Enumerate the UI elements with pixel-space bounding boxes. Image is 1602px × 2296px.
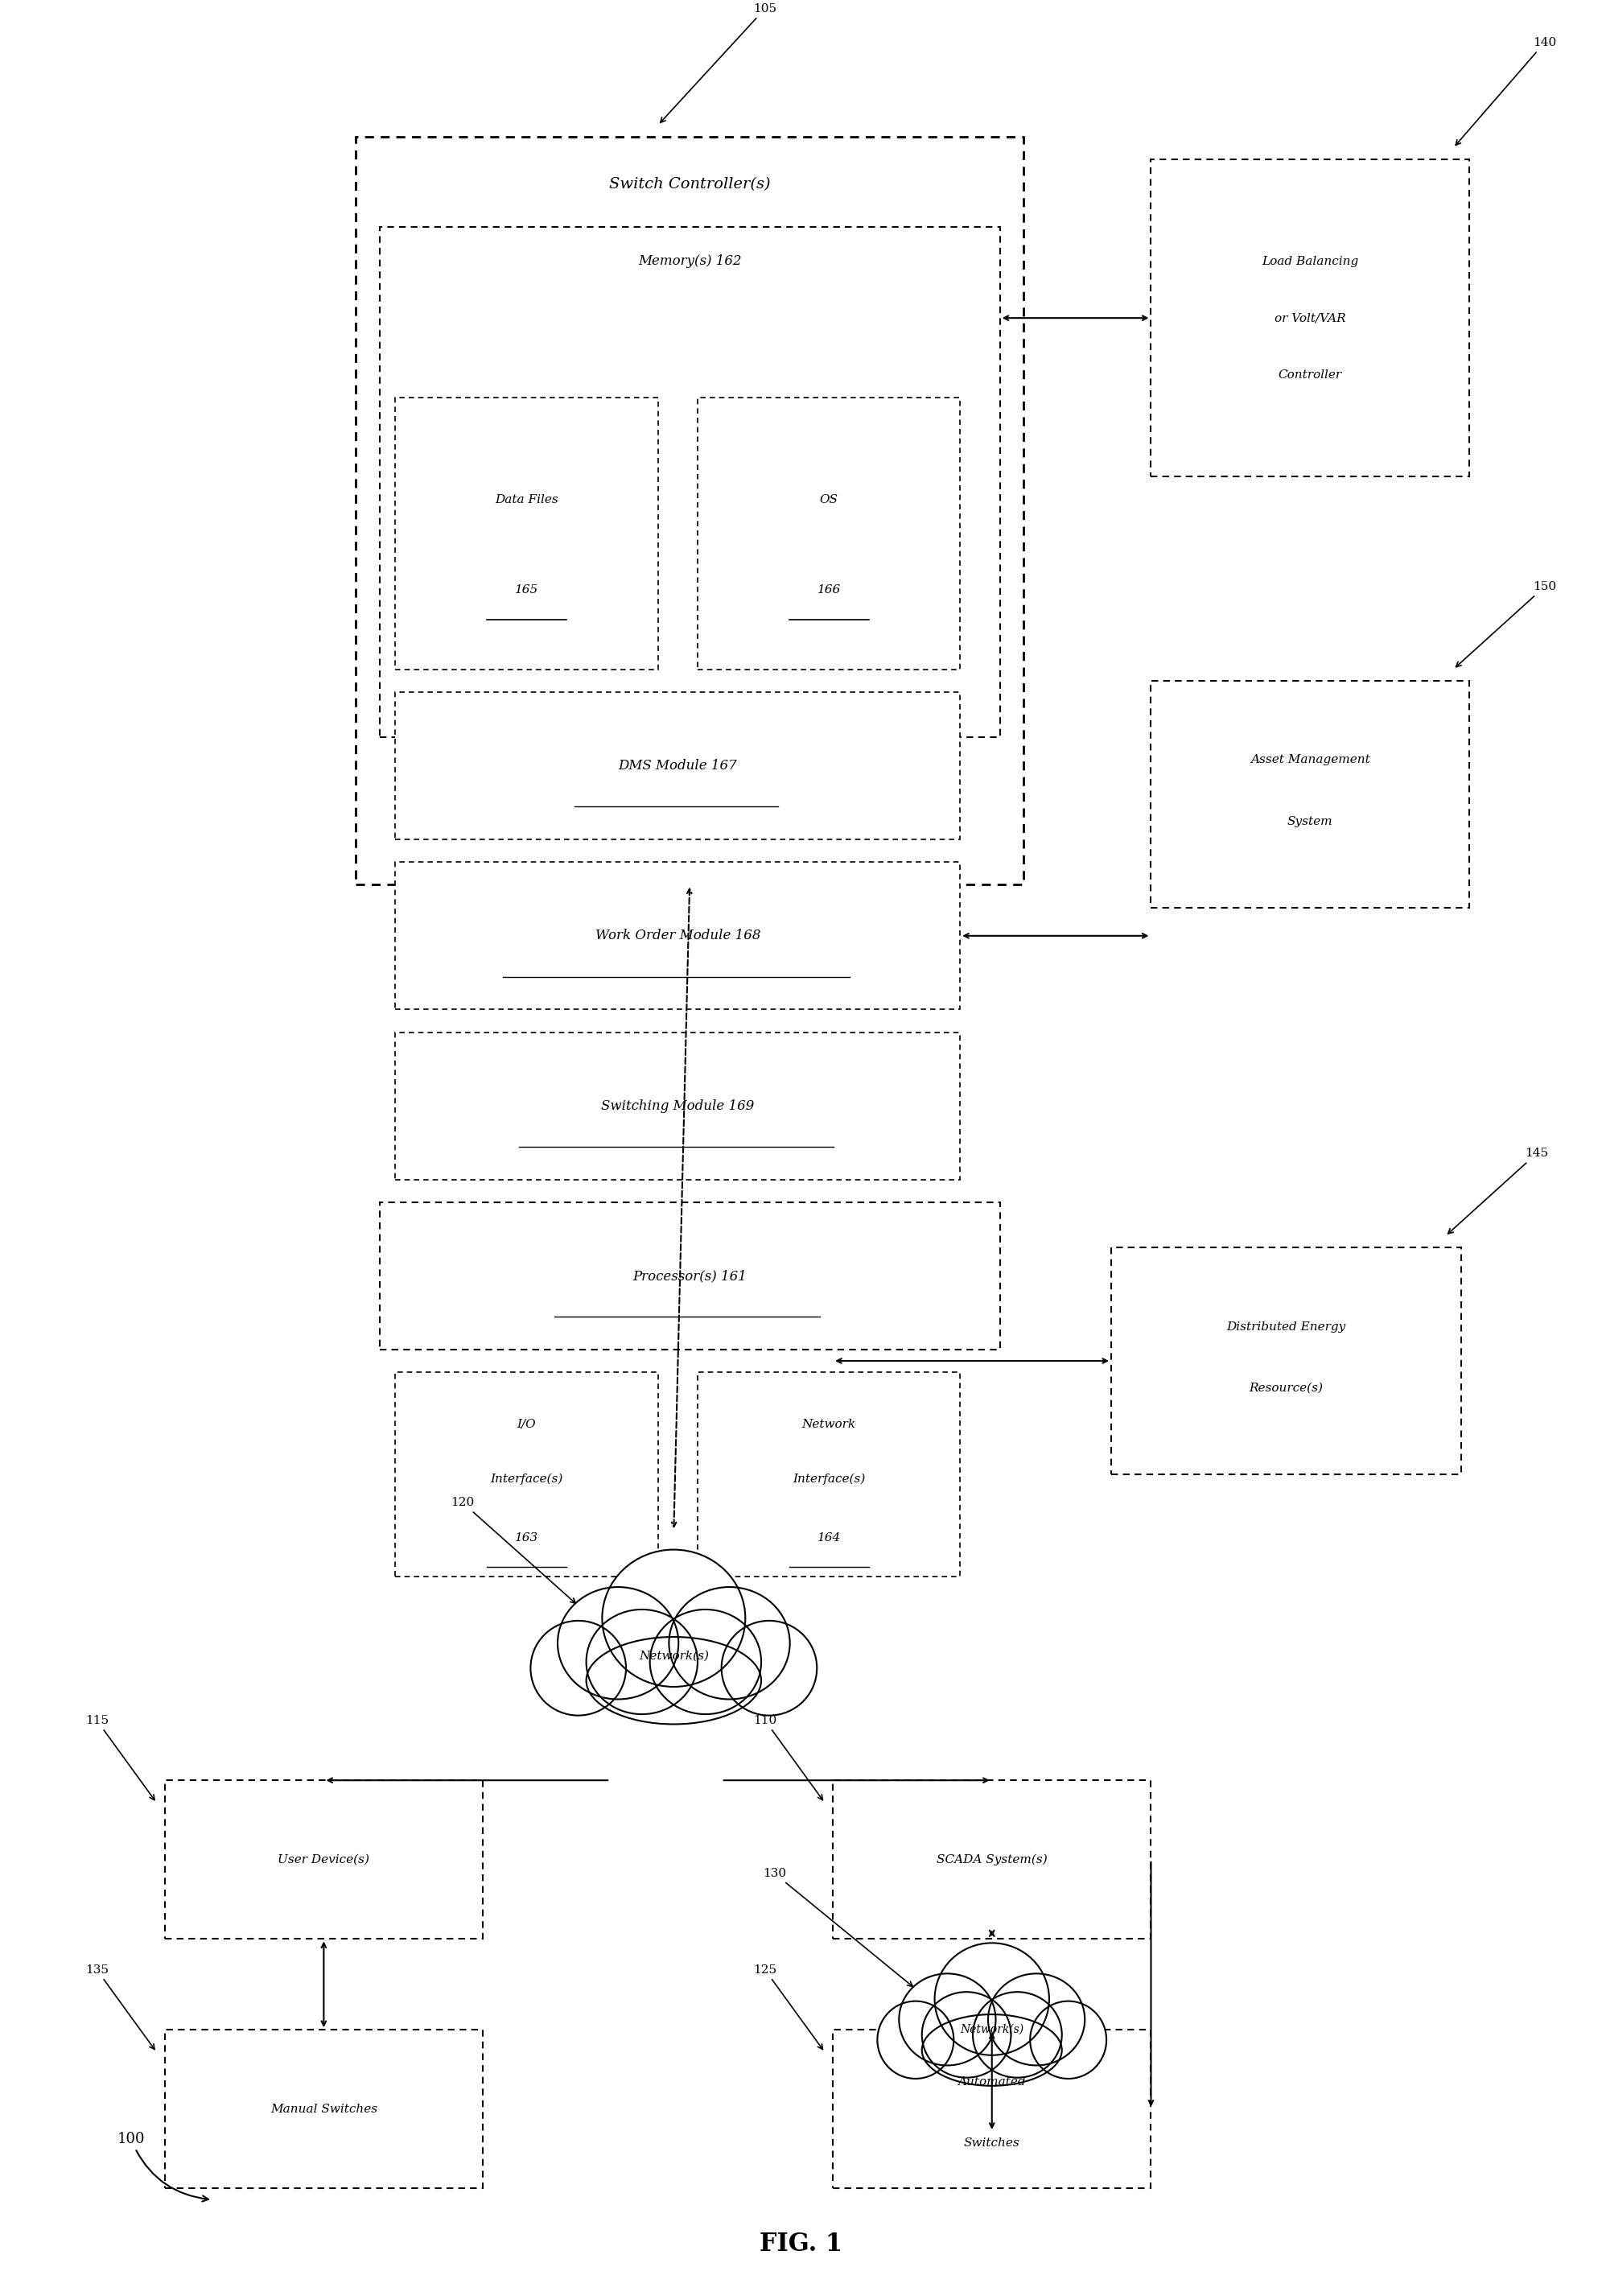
Ellipse shape [1030,2002,1107,2078]
Ellipse shape [670,1587,790,1699]
Text: 135: 135 [85,1963,154,2050]
FancyBboxPatch shape [396,1033,960,1180]
Text: OS: OS [820,494,838,505]
Text: Processor(s) 161: Processor(s) 161 [633,1270,747,1283]
FancyBboxPatch shape [1150,158,1469,478]
FancyBboxPatch shape [697,397,960,670]
Text: 163: 163 [514,1531,538,1543]
Text: Interface(s): Interface(s) [490,1474,562,1486]
Ellipse shape [602,1550,745,1688]
Ellipse shape [988,1975,1085,2066]
Text: Asset Management: Asset Management [1250,755,1370,767]
Ellipse shape [934,1942,1049,2055]
Text: or Volt/VAR: or Volt/VAR [1275,312,1346,324]
Text: Network: Network [803,1419,855,1430]
FancyBboxPatch shape [380,227,1000,737]
Ellipse shape [878,2002,953,2078]
Text: Resource(s): Resource(s) [1250,1382,1323,1394]
FancyBboxPatch shape [396,861,960,1010]
Text: 166: 166 [817,585,841,595]
FancyBboxPatch shape [380,1203,1000,1350]
Text: 150: 150 [1456,581,1556,666]
Ellipse shape [586,1637,761,1724]
Text: Distributed Energy: Distributed Energy [1227,1320,1346,1332]
Ellipse shape [972,1993,1062,2078]
Text: Memory(s) 162: Memory(s) 162 [638,255,742,269]
Ellipse shape [557,1587,679,1699]
Ellipse shape [921,2014,1062,2085]
FancyBboxPatch shape [833,2030,1150,2188]
Text: 105: 105 [660,2,777,122]
Ellipse shape [650,1609,761,1715]
Text: Automated: Automated [958,2076,1025,2087]
Text: 115: 115 [85,1715,154,1800]
FancyBboxPatch shape [396,1373,658,1577]
Text: Data Files: Data Files [495,494,557,505]
Text: Switch Controller(s): Switch Controller(s) [609,177,771,193]
Ellipse shape [721,1621,817,1715]
Text: FIG. 1: FIG. 1 [759,2232,843,2257]
Text: 120: 120 [452,1497,575,1603]
Ellipse shape [530,1621,626,1715]
Ellipse shape [899,1975,996,2066]
Text: Network(s): Network(s) [960,2025,1024,2034]
FancyBboxPatch shape [396,691,960,840]
Text: 110: 110 [753,1715,823,1800]
Text: 164: 164 [817,1531,841,1543]
Text: User Device(s): User Device(s) [277,1855,370,1864]
Text: I/O: I/O [517,1419,537,1430]
FancyBboxPatch shape [165,2030,482,2188]
FancyBboxPatch shape [396,397,658,670]
Text: 165: 165 [514,585,538,595]
Ellipse shape [921,1993,1011,2078]
Text: 100: 100 [117,2131,208,2202]
FancyBboxPatch shape [356,138,1024,884]
Text: 125: 125 [753,1963,823,2050]
Text: DMS Module 167: DMS Module 167 [618,760,737,774]
Text: 140: 140 [1456,37,1556,145]
FancyBboxPatch shape [833,1779,1150,1940]
FancyBboxPatch shape [1112,1247,1461,1474]
Text: Network(s): Network(s) [639,1651,708,1662]
Text: 145: 145 [1448,1148,1548,1233]
Text: Interface(s): Interface(s) [793,1474,865,1486]
FancyBboxPatch shape [165,1779,482,1940]
Text: Work Order Module 168: Work Order Module 168 [594,930,761,944]
Text: 130: 130 [763,1869,913,1986]
Text: Controller: Controller [1278,370,1342,381]
FancyBboxPatch shape [1150,680,1469,907]
Text: Manual Switches: Manual Switches [271,2103,378,2115]
Ellipse shape [586,1609,697,1715]
FancyBboxPatch shape [697,1373,960,1577]
Text: System: System [1288,815,1333,827]
Text: Switches: Switches [964,2138,1020,2149]
Text: Switching Module 169: Switching Module 169 [601,1100,755,1114]
Text: SCADA System(s): SCADA System(s) [937,1853,1048,1864]
Text: Load Balancing: Load Balancing [1262,255,1358,266]
